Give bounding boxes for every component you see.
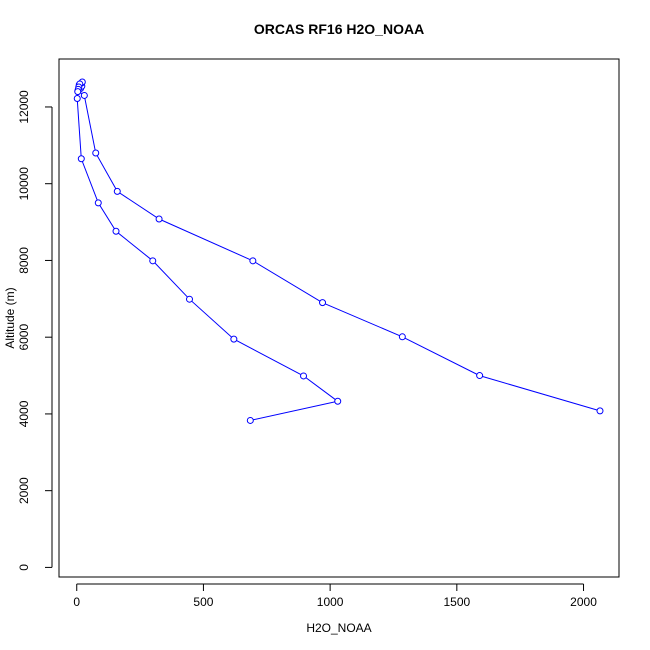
data-point: [230, 335, 238, 343]
y-tick-label: 4000: [17, 400, 31, 427]
chart-title: ORCAS RF16 H2O_NOAA: [254, 21, 424, 37]
x-axis: 0 500 1000 1500 2000: [73, 583, 597, 609]
data-point: [73, 95, 81, 103]
y-tick-label: 12000: [17, 90, 31, 124]
x-tick-label: 1000: [317, 595, 344, 609]
x-tick-label: 1500: [443, 595, 470, 609]
data-point: [249, 257, 257, 265]
series-layer: [73, 78, 604, 424]
data-point: [112, 227, 120, 235]
y-tick-label: 10000: [17, 167, 31, 201]
data-point: [334, 397, 342, 405]
x-axis-label: H2O_NOAA: [306, 621, 371, 635]
y-axis-label: Altitude (m): [3, 287, 17, 348]
data-point: [185, 295, 193, 303]
data-point: [92, 149, 100, 157]
data-point: [596, 407, 604, 415]
data-point: [113, 187, 121, 195]
data-point: [77, 155, 85, 163]
data-point: [319, 299, 327, 307]
data-point: [80, 91, 88, 99]
data-point: [149, 257, 157, 265]
data-point: [74, 88, 82, 96]
data-point: [246, 416, 254, 424]
y-tick-label: 0: [17, 564, 31, 571]
x-tick-label: 0: [73, 595, 80, 609]
x-tick-label: 2000: [570, 595, 597, 609]
plot-area-border: [58, 58, 620, 578]
y-tick-label: 6000: [17, 324, 31, 351]
data-point: [155, 215, 163, 223]
y-tick-label: 8000: [17, 247, 31, 274]
data-point: [94, 199, 102, 207]
x-tick-label: 500: [193, 595, 213, 609]
y-tick-label: 2000: [17, 477, 31, 504]
data-point: [300, 372, 308, 380]
y-axis: 0 2000 4000 6000 8000 10000 12000: [17, 90, 53, 571]
data-point: [398, 333, 406, 341]
data-point: [476, 372, 484, 380]
